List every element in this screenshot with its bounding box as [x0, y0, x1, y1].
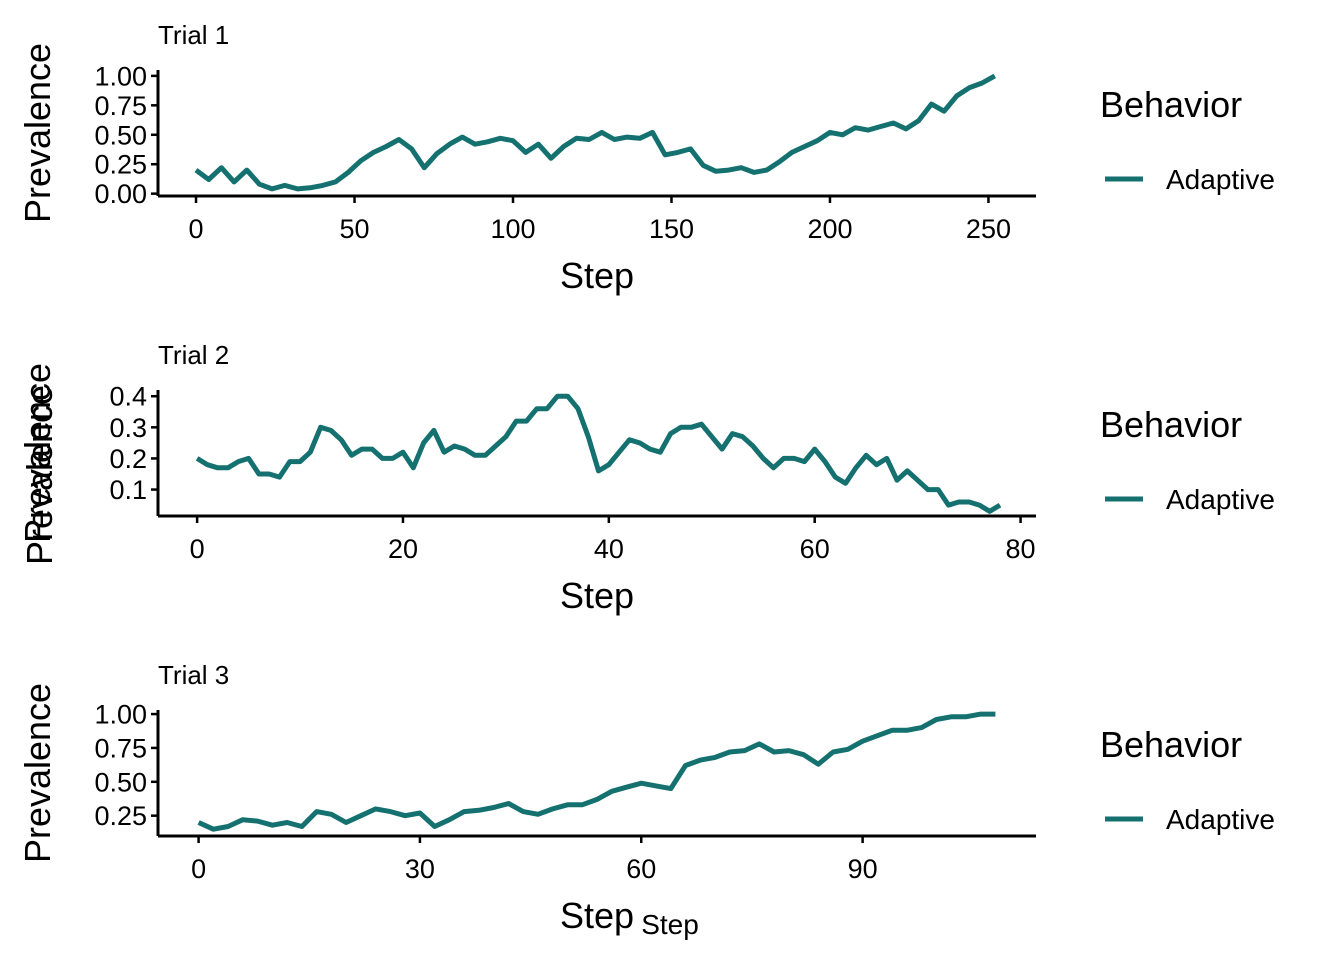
trial-2-panel: Trial 2 0.10.20.30.4 0 20 40 60 80 Step Prevalen… — [17, 340, 1275, 616]
x-tick-label: 20 — [388, 534, 418, 564]
y-axis-title: Prevalence — [17, 43, 58, 223]
y-tick-label: 1.00 — [94, 700, 147, 730]
x-tick-label: 150 — [649, 214, 694, 244]
legend-title: Behavior — [1100, 404, 1242, 445]
x-tick-label: 90 — [848, 854, 878, 884]
y-tick-label: 0.50 — [94, 767, 147, 797]
legend-label: Adaptive — [1166, 804, 1275, 835]
x-axis-title: Step — [560, 255, 634, 296]
series-line-adaptive — [197, 711, 996, 832]
x-tick-label: 30 — [405, 854, 435, 884]
y-tick-label: 0.2 — [109, 444, 147, 474]
x-tick-label: 100 — [490, 214, 535, 244]
y-tick-label: 0.25 — [94, 150, 147, 180]
x-tick-label: 0 — [189, 214, 204, 244]
y-tick-label: 0.3 — [109, 413, 147, 443]
panel-title: Trial 1 — [158, 20, 229, 50]
x-tick-label: 250 — [966, 214, 1011, 244]
y-tick-label: 0.1 — [109, 475, 147, 505]
x-tick-label: 80 — [1006, 534, 1036, 564]
y-tick-label: 1.00 — [94, 61, 147, 91]
legend-title: Behavior — [1100, 84, 1242, 125]
x-axis-title: Step — [560, 895, 634, 936]
y-axis-title: Prevalence — [17, 363, 58, 543]
trial-1-panel: Trial 1 0.000.250.500.751.00 0 50 100 150 200 2… — [17, 20, 1275, 296]
panel-title: Trial 2 — [158, 340, 229, 370]
legend-label: Adaptive — [1166, 484, 1275, 515]
y-tick-label: 0.4 — [109, 382, 147, 412]
x-tick-label: 0 — [190, 534, 205, 564]
y-axis-title: Prevalence — [17, 683, 58, 863]
legend-label: Adaptive — [1166, 164, 1275, 195]
series-line-adaptive — [194, 73, 997, 192]
x-tick-label: 200 — [807, 214, 852, 244]
y-tick-label: 0.75 — [94, 91, 147, 121]
x-tick-label: 0 — [191, 854, 206, 884]
series-line-adaptive — [195, 393, 1002, 514]
panel-title: Trial 3 — [158, 660, 229, 690]
legend-title: Behavior — [1100, 724, 1242, 765]
y-tick-label: 0.00 — [94, 179, 147, 209]
y-tick-label: 0.50 — [94, 120, 147, 150]
x-tick-label: 40 — [594, 534, 624, 564]
x-tick-label: 60 — [800, 534, 830, 564]
stray-x-axis-title: Step — [641, 909, 699, 940]
y-tick-label: 0.25 — [94, 801, 147, 831]
y-tick-label: 0.75 — [94, 733, 147, 763]
x-axis-title: Step — [560, 575, 634, 616]
x-tick-label: 60 — [626, 854, 656, 884]
x-tick-label: 50 — [339, 214, 369, 244]
stray-y-axis-title: Prevalence — [19, 385, 60, 565]
trial-3-panel: Trial 3 0.25 0.50 0.751.00 0 30 60 90 Step Preval… — [17, 660, 1275, 936]
